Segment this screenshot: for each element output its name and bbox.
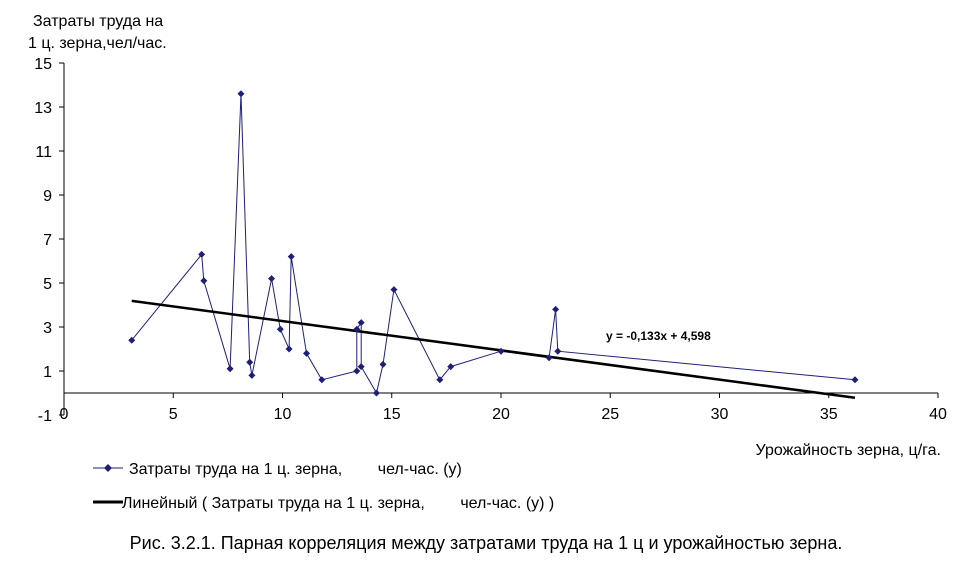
- axes: 15 13 11 9 7 5 3 1 -1 0 5 10 15 20 25 30 35 40: [34, 56, 947, 425]
- data-point: [128, 336, 136, 344]
- data-point: [353, 325, 361, 333]
- y-axis-title-line2: 1 ц. зерна,чел/час.: [28, 35, 167, 52]
- data-point: [287, 253, 295, 261]
- y-axis-title-line1: Затраты труда на: [33, 13, 163, 30]
- data-point: [390, 286, 398, 294]
- x-tick-label: 20: [492, 406, 510, 423]
- x-tick-label: 15: [383, 406, 401, 423]
- data-point: [318, 376, 326, 384]
- legend-trendline-label: Линейный ( Затраты труда на 1 ц. зерна, …: [122, 495, 554, 512]
- figure-caption: Рис. 3.2.1. Парная корреляция между затр…: [129, 533, 843, 553]
- data-point: [552, 305, 560, 313]
- trendline: [131, 299, 856, 400]
- data-point: [545, 354, 553, 362]
- x-axis-title: Урожайность зерна, ц/га.: [756, 442, 941, 459]
- data-point: [237, 90, 245, 98]
- data-point: [303, 349, 311, 357]
- y-tick-label: -1: [38, 408, 52, 425]
- data-point: [554, 347, 562, 355]
- data-point: [357, 319, 365, 327]
- y-tick-label: 7: [43, 232, 52, 249]
- y-tick-label: 1: [43, 364, 52, 381]
- x-tick-label: 30: [711, 406, 729, 423]
- data-point: [372, 389, 380, 397]
- legend-item-trendline: Линейный ( Затраты труда на 1 ц. зерна, …: [93, 495, 554, 512]
- y-tick-label: 9: [43, 188, 52, 205]
- data-point: [248, 371, 256, 379]
- data-point: [447, 363, 455, 371]
- data-point: [285, 345, 293, 353]
- legend-series-label: Затраты труда на 1 ц. зерна, чел-час. (у…: [129, 461, 462, 478]
- trendline-equation: y = -0,133x + 4,598: [606, 329, 711, 343]
- data-point: [246, 358, 254, 366]
- x-tick-label: 10: [274, 406, 292, 423]
- markers: [128, 90, 859, 397]
- y-tick-label: 5: [43, 276, 52, 293]
- x-tick-label: 40: [929, 406, 947, 423]
- x-tick-label: 0: [60, 406, 69, 423]
- data-point: [200, 277, 208, 285]
- data-point: [379, 360, 387, 368]
- data-point: [226, 365, 234, 373]
- y-tick-label: 13: [34, 100, 52, 117]
- data-point: [497, 347, 505, 355]
- legend-item-series: Затраты труда на 1 ц. зерна, чел-час. (у…: [93, 461, 462, 478]
- data-point: [353, 367, 361, 375]
- trendline-line: [131, 299, 856, 400]
- y-tick-label: 15: [34, 56, 52, 73]
- y-tick-label: 11: [35, 144, 52, 161]
- data-point: [276, 325, 284, 333]
- x-tick-label: 35: [820, 406, 838, 423]
- x-tick-label: 25: [601, 406, 619, 423]
- data-point: [357, 363, 365, 371]
- y-tick-label: 3: [43, 320, 52, 337]
- data-point: [198, 250, 206, 258]
- x-tick-label: 5: [169, 406, 178, 423]
- data-point: [268, 275, 276, 283]
- data-point: [851, 376, 859, 384]
- legend: Затраты труда на 1 ц. зерна, чел-час. (у…: [93, 461, 554, 512]
- data-point: [436, 376, 444, 384]
